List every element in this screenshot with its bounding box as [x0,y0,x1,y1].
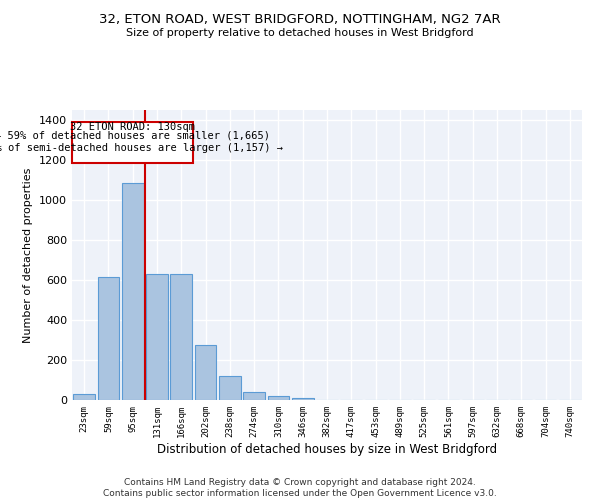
Bar [194,345,217,400]
Bar [122,183,143,400]
Bar [170,274,192,400]
Y-axis label: Number of detached properties: Number of detached properties [23,168,34,342]
Bar [97,277,119,400]
Bar [219,376,241,400]
Text: 32 ETON ROAD: 130sqm: 32 ETON ROAD: 130sqm [70,122,196,132]
Text: 32, ETON ROAD, WEST BRIDGFORD, NOTTINGHAM, NG2 7AR: 32, ETON ROAD, WEST BRIDGFORD, NOTTINGHA… [99,12,501,26]
Bar [292,398,314,400]
FancyBboxPatch shape [73,122,193,163]
Text: Size of property relative to detached houses in West Bridgford: Size of property relative to detached ho… [126,28,474,38]
Bar [268,396,289,400]
Text: ← 59% of detached houses are smaller (1,665): ← 59% of detached houses are smaller (1,… [0,131,271,141]
Text: Contains HM Land Registry data © Crown copyright and database right 2024.
Contai: Contains HM Land Registry data © Crown c… [103,478,497,498]
Bar [243,392,265,400]
Bar [73,394,95,400]
Text: 41% of semi-detached houses are larger (1,157) →: 41% of semi-detached houses are larger (… [0,144,283,154]
Bar [146,274,168,400]
X-axis label: Distribution of detached houses by size in West Bridgford: Distribution of detached houses by size … [157,442,497,456]
